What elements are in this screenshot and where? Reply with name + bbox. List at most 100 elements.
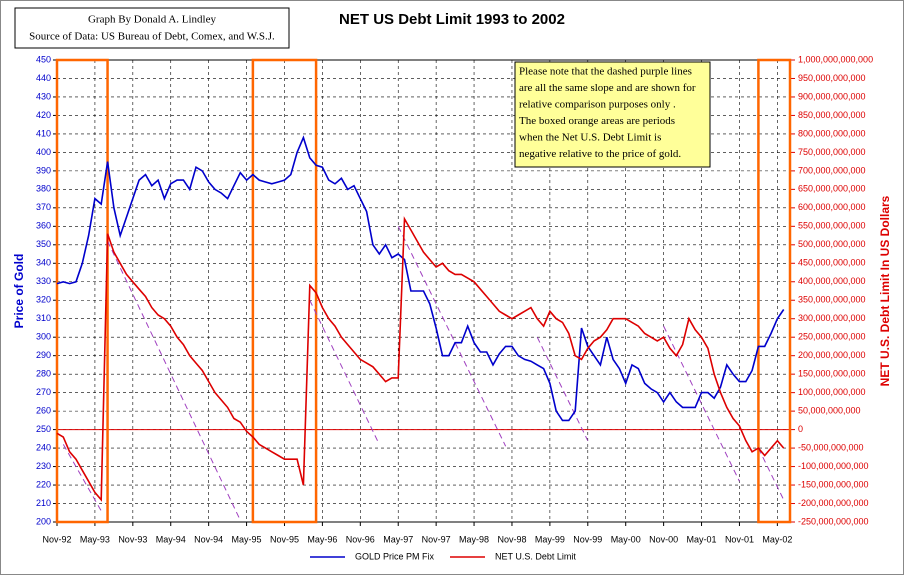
note-line: negative relative to the price of gold. [519,148,681,160]
y2-tick-label: 250,000,000,000 [798,332,866,342]
highlight-period [55,58,109,524]
note-box [514,61,711,168]
y-tick-label: 330 [36,276,51,286]
x-tick-label: Nov-00 [649,534,678,544]
y-tick-label: 370 [36,202,51,212]
x-tick-label: May-02 [762,534,792,544]
y-tick-label: 430 [36,91,51,101]
x-tick-label: Nov-92 [42,534,71,544]
trend-line [536,336,589,441]
trend-line [62,444,102,512]
y2-tick-label: 300,000,000,000 [798,313,866,323]
trend-line [107,240,241,521]
y-tick-label: 260 [36,405,51,415]
highlight-period [757,58,792,524]
trend-line [663,325,740,482]
y2-tick-label: 200,000,000,000 [798,350,866,360]
y2-tick-label: 950,000,000,000 [798,73,866,83]
y-tick-label: 270 [36,387,51,397]
y2-tick-label: 450,000,000,000 [798,258,866,268]
x-tick-label: Nov-01 [725,534,754,544]
x-tick-label: May-99 [535,534,565,544]
y2-tick-label: 50,000,000,000 [798,405,861,415]
y2-tick-label: 600,000,000,000 [798,202,866,212]
y-tick-label: 450 [36,54,51,64]
y-tick-label: 290 [36,350,51,360]
y-tick-label: 420 [36,110,51,120]
y-tick-label: 320 [36,295,51,305]
y-tick-label: 230 [36,461,51,471]
series-line [56,135,785,422]
x-tick-label: Nov-99 [573,534,602,544]
x-tick-label: May-97 [383,534,413,544]
y2-tick-label: 1,000,000,000,000 [798,54,873,64]
x-tick-label: May-95 [232,534,262,544]
y2-tick-label: 150,000,000,000 [798,369,866,379]
note-line: The boxed orange areas are periods [519,115,675,127]
y-axis-label: Price of Gold [12,254,26,329]
y2-tick-label: 550,000,000,000 [798,221,866,231]
x-tick-label: Nov-98 [497,534,526,544]
y2-tick-label: 850,000,000,000 [798,110,866,120]
y-tick-label: 240 [36,442,51,452]
y2-tick-label: -50,000,000,000 [798,442,864,452]
x-tick-label: May-98 [459,534,489,544]
y2-tick-label: 650,000,000,000 [798,184,866,194]
y-tick-label: 400 [36,147,51,157]
y2-tick-label: -150,000,000,000 [798,479,869,489]
y2-tick-label: 500,000,000,000 [798,239,866,249]
y-tick-label: 440 [36,73,51,83]
credit: Source of Data: US Bureau of Debt, Comex… [29,31,275,43]
x-tick-label: Nov-96 [346,534,375,544]
series-line [56,216,785,502]
y-tick-label: 210 [36,498,51,508]
x-tick-label: Nov-97 [422,534,451,544]
note-line: relative comparison purposes only . [519,99,676,111]
note-line: are all the same slope and are shown for [519,82,696,94]
y2-tick-label: -200,000,000,000 [798,498,869,508]
y2-tick-label: 900,000,000,000 [798,91,866,101]
y2-tick-label: 700,000,000,000 [798,165,866,175]
y2-tick-label: -250,000,000,000 [798,516,869,526]
x-tick-label: Nov-93 [118,534,147,544]
y-tick-label: 220 [36,479,51,489]
trend-line [309,300,380,445]
y-tick-label: 200 [36,516,51,526]
legend-label: NET U.S. Debt Limit [495,551,576,561]
note-line: Please note that the dashed purple lines [519,66,692,78]
y-tick-label: 280 [36,369,51,379]
x-tick-label: Nov-95 [270,534,299,544]
y-tick-label: 350 [36,239,51,249]
x-tick-label: May-01 [687,534,717,544]
x-tick-label: May-96 [307,534,337,544]
highlight-period [251,58,318,524]
note-line: when the Net U.S. Debt Limit is [519,132,661,144]
y-tick-label: 340 [36,258,51,268]
legend-label: GOLD Price PM Fix [355,551,435,561]
y2-tick-label: 350,000,000,000 [798,295,866,305]
x-tick-label: May-00 [611,534,641,544]
y2-tick-label: -100,000,000,000 [798,461,869,471]
y2-tick-label: 400,000,000,000 [798,276,866,286]
credit-box [14,7,290,49]
y2-tick-label: 800,000,000,000 [798,128,866,138]
x-tick-label: May-94 [156,534,186,544]
x-tick-label: Nov-94 [194,534,223,544]
y-tick-label: 410 [36,128,51,138]
y-tick-label: 390 [36,165,51,175]
chart-title: NET US Debt Limit 1993 to 2002 [339,11,565,28]
y2-tick-label: 0 [798,424,803,434]
y-tick-label: 300 [36,332,51,342]
y2-tick-label: 100,000,000,000 [798,387,866,397]
y-tick-label: 360 [36,221,51,231]
y-tick-label: 250 [36,424,51,434]
credit: Graph By Donald A. Lindley [88,14,217,26]
y-tick-label: 310 [36,313,51,323]
x-tick-label: May-93 [80,534,110,544]
y2-tick-label: 750,000,000,000 [798,147,866,157]
trend-line [397,226,507,447]
y2-axis-label: NET U.S. Debt Limit In US Dollars [878,195,892,386]
